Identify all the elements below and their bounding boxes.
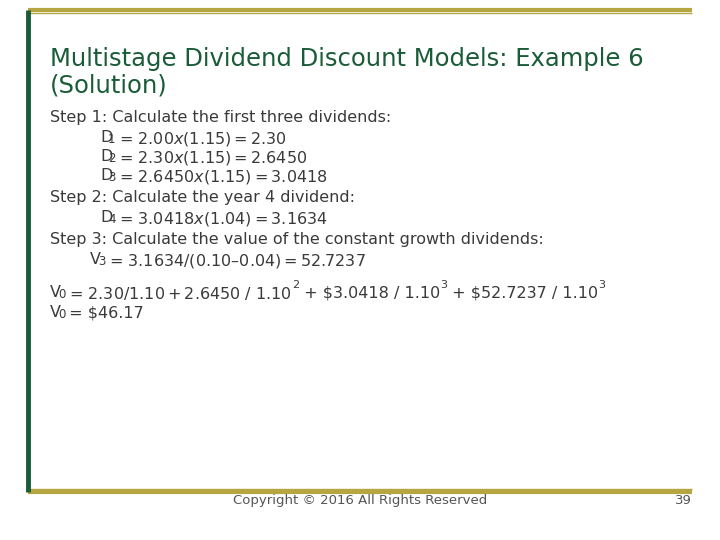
Text: 3: 3 (98, 255, 105, 268)
Text: D: D (100, 149, 112, 164)
Text: D: D (100, 130, 112, 145)
Text: 0: 0 (58, 288, 66, 301)
Text: = $2.6450 x (1.15) = $3.0418: = $2.6450 x (1.15) = $3.0418 (114, 168, 328, 186)
Text: + $3.0418 / 1.10: + $3.0418 / 1.10 (299, 285, 440, 300)
Text: (Solution): (Solution) (50, 74, 168, 98)
Text: V: V (50, 305, 61, 320)
Text: = $2.30 / 1.10 + $2.6450 / 1.10: = $2.30 / 1.10 + $2.6450 / 1.10 (64, 285, 292, 302)
Text: 2: 2 (292, 280, 299, 290)
Text: = $3.1634 / (0.10 – 0.04) = $52.7237: = $3.1634 / (0.10 – 0.04) = $52.7237 (104, 252, 366, 270)
Text: V: V (50, 285, 61, 300)
Text: Step 3: Calculate the value of the constant growth dividends:: Step 3: Calculate the value of the const… (50, 232, 544, 247)
Text: 4: 4 (108, 213, 115, 226)
Text: 2: 2 (108, 152, 115, 165)
Text: = $46.17: = $46.17 (64, 305, 144, 320)
Text: 3: 3 (108, 171, 115, 184)
Text: Multistage Dividend Discount Models: Example 6: Multistage Dividend Discount Models: Exa… (50, 47, 644, 71)
Text: V: V (90, 252, 101, 267)
Text: D: D (100, 210, 112, 225)
Text: = $3.0418 x (1.04) = $3.1634: = $3.0418 x (1.04) = $3.1634 (114, 210, 328, 228)
Text: = $2.00 x (1.15) = $2.30: = $2.00 x (1.15) = $2.30 (114, 130, 287, 148)
Text: = $2.30 x (1.15) = $2.6450: = $2.30 x (1.15) = $2.6450 (114, 149, 307, 167)
Text: + $52.7237 / 1.10: + $52.7237 / 1.10 (447, 285, 598, 300)
Text: 1: 1 (108, 133, 115, 146)
Text: 39: 39 (675, 494, 692, 507)
Text: D: D (100, 168, 112, 183)
Text: Step 1: Calculate the first three dividends:: Step 1: Calculate the first three divide… (50, 110, 391, 125)
Text: 3: 3 (598, 280, 606, 290)
Text: Copyright © 2016 All Rights Reserved: Copyright © 2016 All Rights Reserved (233, 494, 487, 507)
Text: Step 2: Calculate the year 4 dividend:: Step 2: Calculate the year 4 dividend: (50, 190, 355, 205)
Text: 0: 0 (58, 308, 66, 321)
Text: 3: 3 (440, 280, 447, 290)
